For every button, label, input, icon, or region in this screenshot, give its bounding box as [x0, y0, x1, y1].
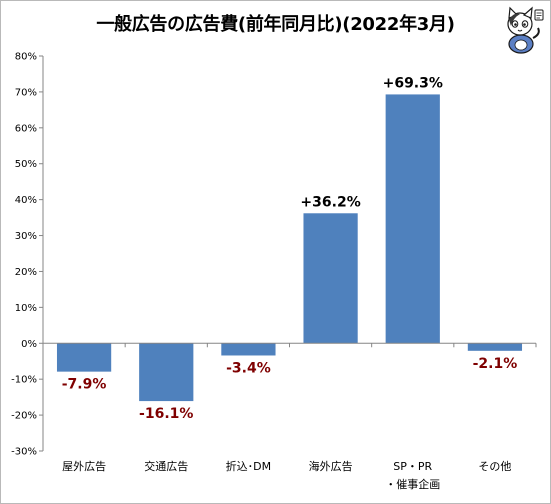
- y-tick-label: 0%: [21, 339, 37, 350]
- x-category-label-line: その他: [478, 460, 511, 473]
- y-tick-label: 40%: [15, 195, 37, 206]
- chart-title: 一般広告の広告費(前年同月比)(2022年3月): [96, 14, 455, 35]
- bar: [467, 343, 523, 351]
- x-category-label: 折込･DM: [226, 459, 271, 473]
- y-tick-label: 30%: [15, 231, 37, 242]
- bar-value-label: +36.2%: [300, 194, 360, 210]
- x-axis-labels: 屋外広告 交通広告 折込･DM 海外広告 SP・PR ・催事企画 その他: [62, 459, 511, 491]
- x-category-label-line: 折込･DM: [226, 459, 271, 473]
- cat-mascot-icon: [507, 6, 544, 54]
- bar: [139, 343, 194, 402]
- x-category-label: その他: [478, 460, 511, 473]
- x-category-label: 海外広告: [309, 459, 353, 473]
- y-tick-label: -30%: [11, 447, 37, 458]
- bar: [56, 343, 112, 372]
- x-category-label-line: ・催事企画: [385, 477, 440, 491]
- x-category-label-line: 海外広告: [309, 459, 353, 473]
- bar-value-label: -16.1%: [139, 406, 193, 422]
- y-tick-label: 60%: [15, 123, 37, 134]
- y-tick-label: 20%: [15, 267, 37, 278]
- x-category-label-line: 交通広告: [144, 459, 188, 473]
- x-category-label: 交通広告: [144, 459, 188, 473]
- x-category-label: 屋外広告: [62, 460, 106, 473]
- y-tick-label: -10%: [11, 375, 37, 386]
- axes: [42, 56, 537, 451]
- y-tick-label: 10%: [15, 303, 37, 314]
- y-tick-label: 80%: [15, 52, 37, 63]
- x-category-label-line: 屋外広告: [62, 460, 106, 473]
- x-category-label-line: SP・PR: [393, 460, 432, 473]
- bar-value-label: -7.9%: [62, 377, 107, 393]
- bar-value-label: -3.4%: [226, 360, 271, 376]
- bar: [303, 213, 358, 344]
- bar: [385, 94, 440, 344]
- y-tick-label: 50%: [15, 159, 37, 170]
- data-labels: -7.9% -16.1% -3.4% +36.2% +69.3% -2.1%: [62, 75, 517, 422]
- y-tick-label: -20%: [11, 411, 37, 422]
- bar: [221, 343, 276, 356]
- bar-value-label: +69.3%: [383, 75, 443, 91]
- x-category-label: SP・PR ・催事企画: [385, 460, 440, 491]
- bar-series: [56, 94, 523, 402]
- bar-value-label: -2.1%: [473, 356, 518, 372]
- y-tick-label: 70%: [15, 87, 37, 98]
- y-axis-ticks: 80% 70% 60% 50% 40% 30% 20% 10% 0% -10% -20% -30%: [11, 52, 43, 458]
